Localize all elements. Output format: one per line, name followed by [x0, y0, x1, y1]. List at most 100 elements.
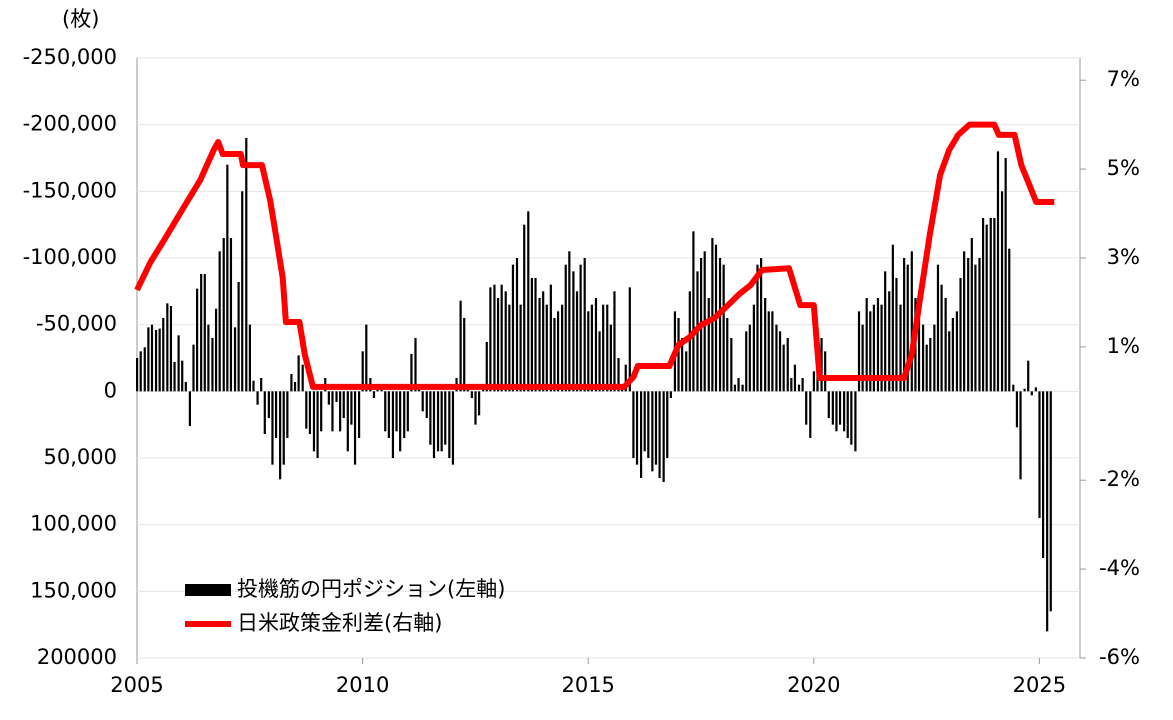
bar [534, 278, 537, 392]
bar [831, 391, 834, 425]
y-tick-label: 0 [104, 378, 117, 402]
bar [327, 391, 330, 405]
bar [316, 391, 319, 458]
bar [741, 384, 744, 392]
bar [335, 391, 338, 402]
bar [876, 298, 880, 392]
bar [835, 391, 838, 432]
bar [936, 264, 940, 392]
bar [403, 391, 406, 438]
y2-tick-label: 1% [1107, 334, 1140, 358]
bar [718, 258, 722, 392]
bar [290, 374, 293, 392]
bar [342, 391, 345, 418]
bar [666, 391, 669, 458]
bar [843, 391, 846, 432]
bar [981, 218, 985, 392]
bar [1019, 391, 1022, 480]
y2-tick-label: -2% [1099, 467, 1140, 491]
bar [771, 311, 774, 392]
bar [654, 391, 658, 465]
bar [432, 391, 436, 458]
bar [959, 278, 962, 392]
bar [993, 218, 996, 392]
bar [136, 358, 139, 392]
bar [406, 391, 409, 432]
bar [233, 327, 237, 392]
bar [1046, 391, 1049, 632]
bar [854, 391, 857, 452]
bar [372, 391, 376, 398]
bar [726, 318, 729, 392]
bar [884, 271, 887, 392]
bar [801, 378, 804, 392]
x-tick-label: 2020 [787, 673, 840, 697]
bar [933, 324, 936, 392]
bar [602, 304, 605, 392]
y-tick-label: 200000 [37, 645, 117, 669]
bar [200, 274, 203, 392]
bar [917, 311, 921, 392]
bar [357, 391, 361, 438]
bar [252, 380, 255, 392]
bar [556, 311, 560, 392]
bar [711, 238, 714, 392]
bar [545, 304, 548, 392]
bar [827, 391, 830, 418]
bar [606, 304, 609, 392]
bar [669, 391, 672, 398]
bar [429, 391, 432, 445]
bar [173, 362, 176, 392]
bar [985, 224, 988, 392]
bar [745, 331, 748, 392]
bar [463, 318, 466, 392]
bar [643, 391, 646, 452]
bar [639, 391, 643, 478]
bar [1030, 391, 1033, 396]
bar [888, 291, 891, 392]
bar [587, 311, 590, 392]
bar [906, 264, 909, 392]
bar [188, 391, 191, 426]
bar [218, 251, 221, 392]
bar [767, 311, 770, 392]
bar [147, 327, 150, 392]
bar [538, 298, 541, 392]
bar [764, 298, 767, 392]
y-tick-label: -200,000 [23, 112, 117, 136]
bar [181, 360, 184, 392]
bar [1034, 387, 1037, 392]
bar [609, 324, 612, 392]
bar [677, 318, 680, 392]
bar [399, 391, 402, 452]
bar [353, 391, 357, 465]
bar [308, 391, 312, 434]
bar [282, 391, 285, 465]
bar [527, 211, 530, 392]
bar [500, 284, 503, 392]
bar [635, 391, 639, 465]
bar [579, 264, 582, 392]
bar [196, 288, 199, 392]
bar [651, 391, 654, 472]
bar [944, 298, 947, 392]
bar [617, 358, 620, 392]
y2-tick-label: 7% [1107, 67, 1140, 91]
bar [274, 391, 278, 438]
bar [139, 351, 142, 392]
bar [297, 355, 300, 392]
bar [158, 328, 161, 392]
bar [685, 351, 688, 392]
bar [748, 324, 751, 392]
bar [489, 287, 492, 392]
bar [561, 304, 564, 392]
bar [143, 347, 146, 392]
bar [948, 331, 951, 392]
legend-swatch [185, 584, 231, 596]
bar [752, 304, 755, 392]
bar [891, 244, 894, 392]
bar [425, 391, 428, 418]
legend-label: 日米政策金利差(右軸) [237, 611, 442, 635]
y2-tick-label: -4% [1099, 556, 1140, 580]
